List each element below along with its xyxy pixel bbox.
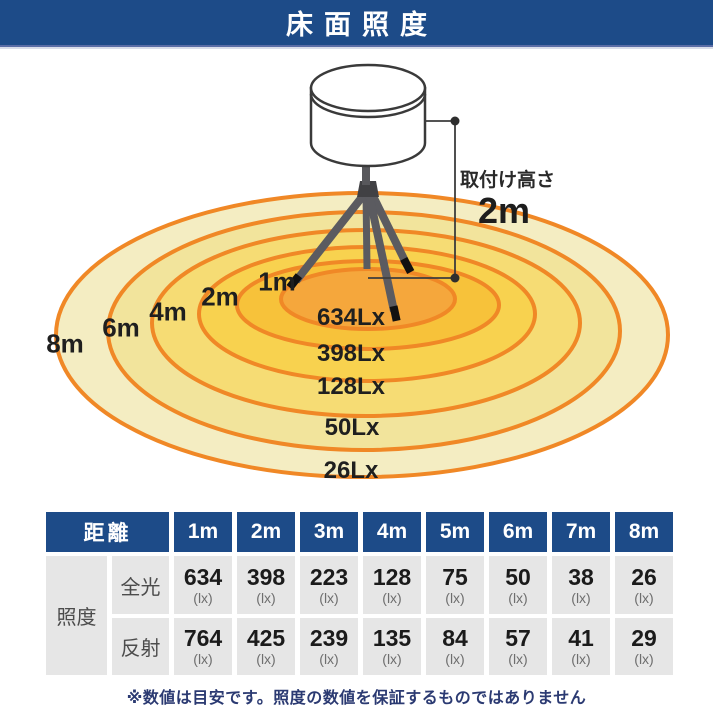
lux-unit: (lx) [634,589,654,606]
value-cell: 128 (lx) [363,556,421,614]
tripod-foot [286,273,303,290]
tripod-foot [389,305,401,322]
lux-unit: (lx) [445,651,465,667]
col-header-6m: 6m [489,512,547,552]
value-cell: 26 (lx) [615,556,673,614]
value-cell: 75 (lx) [426,556,484,614]
value-cell: 29 (lx) [615,618,673,675]
lux-unit: (lx) [382,651,402,667]
row-label-reflected: 反射 [112,618,169,675]
lux-unit: (lx) [508,589,528,606]
lux-unit: (lx) [319,651,339,667]
lux-unit: (lx) [193,651,213,667]
col-header-8m: 8m [615,512,673,552]
lux-value: 239 [309,625,349,651]
lux-value: 29 [631,625,657,651]
lux-value: 26 [631,563,657,590]
mount-height-label: 取付け高さ [460,170,556,191]
col-header-5m: 5m [426,512,484,552]
light-top [309,63,427,113]
value-cell: 38 (lx) [552,556,610,614]
lux-value: 75 [442,563,468,590]
mount-height-value: 2m [477,190,531,231]
lux-unit: (lx) [445,589,465,606]
lux-value: 634 [183,563,223,590]
light-rim [309,93,427,119]
lux-label-8m: 26Lx [323,457,379,484]
disclaimer-note: ※数値は目安です。照度の数値を保証するものではありません [126,690,587,707]
value-cell: 425 (lx) [237,618,295,675]
mount-height-measure [368,116,460,283]
value-cell: 764 (lx) [174,618,232,675]
lux-value: 398 [246,563,286,590]
lux-label-1m: 634Lx [316,304,386,331]
value-cell: 57 (lx) [489,618,547,675]
title-bar: 床面照度 [0,0,713,47]
lux-value: 41 [568,625,594,651]
lux-value: 57 [505,625,531,651]
lux-value: 223 [309,563,349,590]
lux-unit: (lx) [634,651,654,667]
lux-value: 764 [183,625,223,651]
diagram-graphics [54,63,670,479]
lux-value: 128 [372,563,412,590]
lux-unit: (lx) [571,589,591,606]
col-header-4m: 4m [363,512,421,552]
lux-label-4m: 128Lx [316,373,386,400]
ring-label-2m: 2m [201,281,239,312]
tripod-foot [400,256,415,274]
value-cell: 135 (lx) [363,618,421,675]
light-rings [54,191,670,479]
lux-value: 135 [372,625,412,651]
lux-value: 38 [568,563,594,590]
measure-dot-bottom [450,273,460,283]
illuminance-table: 距離 1m 2m 3m 4m 5m 6m 7m 8m 照度 全光 634 (lx)… [46,512,673,675]
lux-unit: (lx) [571,651,591,667]
lux-value: 50 [505,563,531,590]
lux-unit: (lx) [382,589,402,606]
lux-label-2m: 398Lx [316,340,386,367]
col-header-1m: 1m [174,512,232,552]
ring-center [279,267,457,331]
ring-label-1m: 1m [258,266,296,297]
row-label-total-light: 全光 [112,556,169,614]
value-cell: 239 (lx) [300,618,358,675]
col-header-2m: 2m [237,512,295,552]
value-cell: 50 (lx) [489,556,547,614]
ring-label-8m: 8m [46,328,84,359]
lux-label-6m: 50Lx [324,414,380,441]
lux-value: 84 [442,625,468,651]
value-cell: 84 (lx) [426,618,484,675]
page-title: 床面照度 [286,10,438,40]
ring-label-6m: 6m [102,312,140,343]
lux-unit: (lx) [256,589,276,606]
measure-dot-top [450,116,460,126]
value-cell: 223 (lx) [300,556,358,614]
col-header-7m: 7m [552,512,610,552]
lux-unit: (lx) [256,651,276,667]
distance-header-cell: 距離 [46,512,169,552]
value-cell: 634 (lx) [174,556,232,614]
ring-label-4m: 4m [149,296,187,327]
lux-unit: (lx) [193,589,213,606]
lux-unit: (lx) [319,589,339,606]
work-light-illustration [309,63,427,185]
lux-value: 425 [246,625,286,651]
illuminance-rowgroup-label: 照度 [46,556,107,675]
value-cell: 398 (lx) [237,556,295,614]
illuminance-diagram: 1m 2m 4m 6m 8m 634Lx 398Lx 128Lx 50Lx 26… [0,47,713,506]
value-cell: 41 (lx) [552,618,610,675]
lux-unit: (lx) [508,651,528,667]
col-header-3m: 3m [300,512,358,552]
